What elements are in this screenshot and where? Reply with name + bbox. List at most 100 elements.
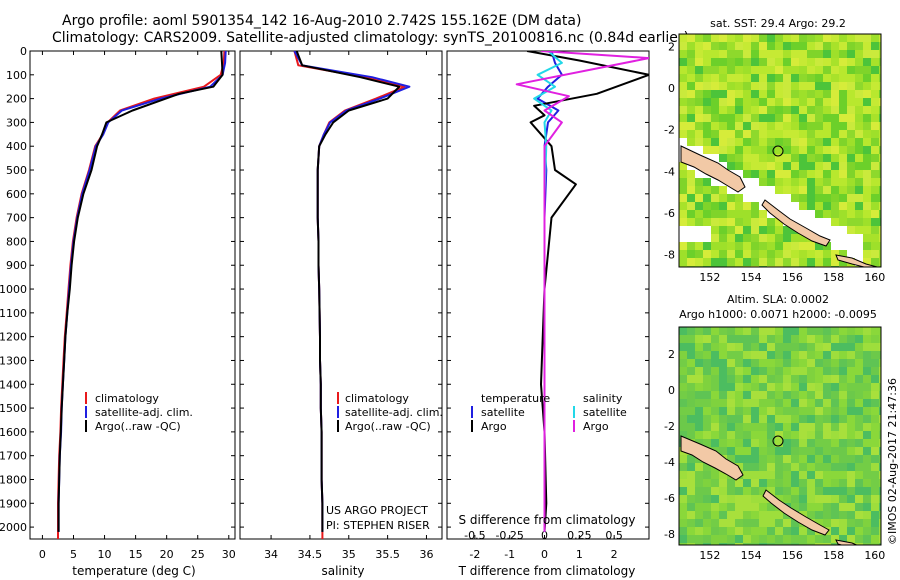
map-cell xyxy=(783,82,791,90)
map-cell xyxy=(687,98,695,106)
map-cell xyxy=(783,391,791,399)
map-cell xyxy=(807,210,815,218)
map-cell xyxy=(759,178,767,186)
map-cell xyxy=(807,162,815,170)
map-y-tick-label: -2 xyxy=(664,124,675,137)
map-cell xyxy=(751,42,759,50)
map-cell xyxy=(815,391,823,399)
map-cell xyxy=(871,34,879,42)
depth-tick-label: 0 xyxy=(20,45,27,58)
map-cell xyxy=(735,335,743,343)
map-cell xyxy=(823,226,831,234)
map-cell xyxy=(759,447,767,455)
map-cell xyxy=(711,343,719,351)
map-cell xyxy=(743,351,751,359)
map-cell xyxy=(863,351,871,359)
map-cell xyxy=(775,250,783,258)
map-cell xyxy=(815,178,823,186)
x-tick-label: 34 xyxy=(264,548,278,561)
map-cell xyxy=(815,194,823,202)
map-cell xyxy=(783,367,791,375)
map-cell xyxy=(751,202,759,210)
map-cell xyxy=(791,250,799,258)
map-cell xyxy=(775,122,783,130)
sst-map-title: sat. SST: 29.4 Argo: 29.2 xyxy=(710,17,846,30)
map-cell xyxy=(679,351,687,359)
map-cell xyxy=(807,242,815,250)
map-cell xyxy=(879,519,881,527)
map-cell xyxy=(743,58,751,66)
depth-tick-label: 2000 xyxy=(0,521,27,534)
map-cell xyxy=(679,519,687,527)
map-cell xyxy=(799,250,807,258)
map-cell xyxy=(807,335,815,343)
map-cell xyxy=(863,242,871,250)
map-cell xyxy=(775,146,783,154)
map-cell xyxy=(871,383,879,391)
map-cell xyxy=(807,391,815,399)
map-cell xyxy=(719,519,727,527)
map-cell xyxy=(711,407,719,415)
map-cell xyxy=(823,258,831,266)
map-cell xyxy=(831,186,839,194)
map-cell xyxy=(687,234,695,242)
map-cell xyxy=(831,122,839,130)
map-cell xyxy=(871,543,879,545)
map-cell xyxy=(823,391,831,399)
map-cell xyxy=(791,487,799,495)
map-cell xyxy=(783,146,791,154)
map-cell xyxy=(751,34,759,42)
map-cell xyxy=(679,50,687,58)
map-cell xyxy=(799,367,807,375)
map-cell xyxy=(839,74,847,82)
map-cell xyxy=(783,415,791,423)
map-cell xyxy=(679,423,687,431)
map-cell xyxy=(751,351,759,359)
map-cell xyxy=(703,543,711,545)
map-cell xyxy=(791,66,799,74)
map-cell xyxy=(855,202,863,210)
map-cell xyxy=(711,58,719,66)
map-cell xyxy=(783,479,791,487)
map-cell xyxy=(871,407,879,415)
map-cell xyxy=(735,66,743,74)
map-cell xyxy=(847,138,855,146)
map-cell xyxy=(711,186,719,194)
legend-S-argo: Argo xyxy=(583,420,609,433)
map-cell xyxy=(695,146,703,154)
map-cell xyxy=(863,327,871,335)
map-cell xyxy=(871,471,879,479)
depth-tick-label: 800 xyxy=(6,235,27,248)
map-cell xyxy=(775,82,783,90)
map-cell xyxy=(791,146,799,154)
map-cell xyxy=(799,343,807,351)
map-cell xyxy=(743,170,751,178)
map-cell xyxy=(703,178,711,186)
map-x-tick-label: 152 xyxy=(699,549,720,562)
map-cell xyxy=(799,42,807,50)
map-cell xyxy=(743,543,751,545)
map-cell xyxy=(847,202,855,210)
x-tick-label: 34.5 xyxy=(298,548,323,561)
map-cell xyxy=(839,106,847,114)
map-cell xyxy=(719,210,727,218)
map-cell xyxy=(815,186,823,194)
map-cell xyxy=(743,535,751,543)
map-cell xyxy=(831,202,839,210)
map-cell xyxy=(799,106,807,114)
map-cell xyxy=(719,226,727,234)
map-cell xyxy=(727,74,735,82)
map-cell xyxy=(783,327,791,335)
map-cell xyxy=(871,42,879,50)
map-cell xyxy=(759,154,767,162)
map-cell xyxy=(703,375,711,383)
map-cell xyxy=(791,519,799,527)
map-cell xyxy=(687,415,695,423)
map-cell xyxy=(839,34,847,42)
map-cell xyxy=(855,234,863,242)
map-cell xyxy=(767,423,775,431)
map-cell xyxy=(711,495,719,503)
map-cell xyxy=(839,130,847,138)
map-cell xyxy=(791,50,799,58)
map-cell xyxy=(751,98,759,106)
